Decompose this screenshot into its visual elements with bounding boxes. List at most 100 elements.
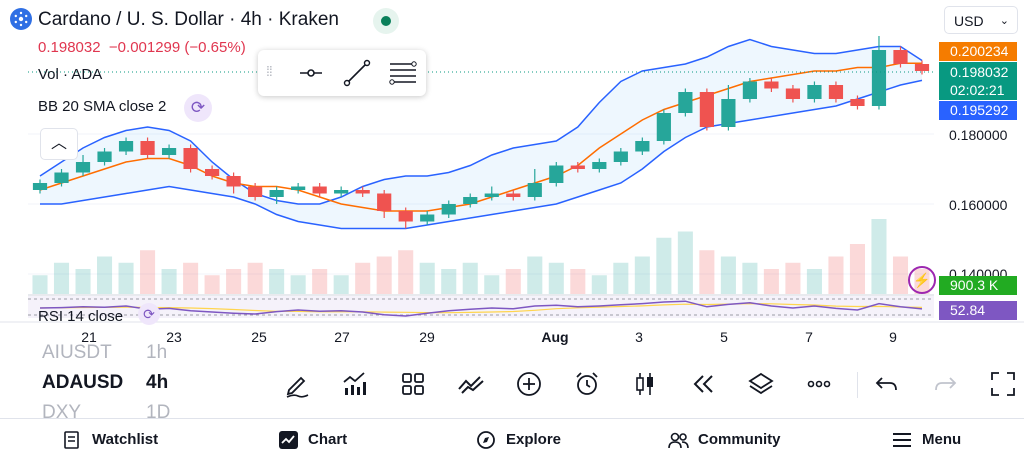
currency-select[interactable]: USD ⌄	[944, 6, 1018, 34]
trend-line-icon[interactable]	[340, 58, 374, 88]
volume-bar	[462, 262, 478, 294]
market-status-icon[interactable]	[373, 8, 399, 34]
horizontal-ray-icon[interactable]	[294, 58, 328, 88]
candle-body	[226, 176, 241, 187]
nav-menu[interactable]: Menu	[892, 431, 961, 449]
nav-watchlist[interactable]: Watchlist	[62, 431, 158, 449]
candle	[807, 81, 822, 103]
candles-icon[interactable]	[630, 369, 660, 399]
fullscreen-icon[interactable]	[988, 369, 1018, 399]
volume-bar	[183, 262, 199, 294]
volume-bar	[892, 256, 909, 294]
drawing-toolbar: ⁞⁞	[258, 50, 426, 96]
pencil-icon[interactable]	[282, 369, 312, 399]
candle-body	[764, 81, 779, 89]
symbol-timeframe: 4h	[146, 372, 169, 393]
candle	[334, 186, 349, 197]
nav-label: Chart	[308, 431, 348, 448]
layers-icon[interactable]	[746, 369, 776, 399]
volume-bar	[570, 269, 586, 294]
last-price: 0.198032	[38, 39, 101, 56]
symbol-name: DXY	[42, 402, 82, 418]
symbol-title[interactable]: Cardano / U. S. Dollar · 4h · Kraken	[38, 9, 339, 30]
candle-body	[398, 211, 413, 222]
volume-bar	[355, 262, 371, 294]
candle-body	[441, 204, 456, 215]
time-axis-label: Aug	[541, 329, 569, 345]
symbol-option-selected[interactable]: ADAUSD 4h	[42, 371, 168, 395]
volume-bar	[699, 250, 715, 294]
volume-bar	[548, 262, 564, 294]
symbol-picker[interactable]: AIUSDT 1h ADAUSD 4h DXY 1D	[42, 344, 182, 418]
redo-icon[interactable]	[930, 369, 960, 399]
candle-body	[914, 64, 930, 71]
candle-body	[204, 169, 220, 176]
volume-bar	[75, 269, 91, 294]
volume-bar	[763, 269, 779, 294]
candle-body	[269, 190, 284, 197]
compare-icon[interactable]	[456, 369, 486, 399]
candle	[592, 158, 607, 173]
symbol-option[interactable]: DXY 1D	[42, 401, 170, 418]
volume-legend[interactable]: Vol · ADA	[38, 66, 103, 83]
candle	[269, 186, 284, 204]
volume-bar	[312, 269, 328, 294]
indicators-icon[interactable]	[340, 369, 370, 399]
price-axis-label: 0.180000	[949, 127, 1008, 143]
volume-bar	[591, 275, 607, 294]
candle-body	[570, 165, 585, 169]
candle	[204, 165, 220, 180]
undo-icon[interactable]	[872, 369, 902, 399]
rsi-legend[interactable]: RSI 14 close	[38, 308, 124, 325]
volume-bar	[849, 244, 865, 294]
candle	[140, 137, 155, 159]
lightning-icon[interactable]: ⚡	[908, 266, 936, 294]
bollinger-lower-line	[40, 79, 923, 230]
candle-body	[635, 141, 650, 152]
alarm-icon[interactable]	[572, 369, 602, 399]
nav-chart[interactable]: Chart	[278, 431, 348, 450]
candle-body	[355, 190, 370, 194]
refresh-icon[interactable]: ⟳	[138, 303, 160, 325]
drag-handle-icon[interactable]: ⁞⁞	[266, 63, 273, 79]
bollinger-upper-line	[39, 38, 923, 205]
refresh-icon[interactable]: ⟳	[184, 94, 212, 122]
candle	[75, 155, 91, 176]
candle	[742, 78, 758, 103]
volume-bar	[140, 250, 156, 294]
volume-bar	[118, 262, 134, 294]
fib-retracement-icon[interactable]	[386, 58, 420, 88]
volume-bar	[613, 262, 629, 294]
candle-body	[183, 148, 198, 169]
menu-icon	[892, 431, 914, 449]
bollinger-legend[interactable]: BB 20 SMA close 2	[38, 98, 167, 115]
lower-band-tag: 0.195292	[939, 101, 1017, 120]
candle	[118, 137, 134, 155]
time-axis-label: 7	[805, 329, 813, 345]
volume-bar	[97, 256, 113, 294]
price-summary: 0.198032 −0.001299 (−0.65%)	[38, 39, 246, 56]
candle	[764, 78, 779, 92]
symbol-option[interactable]: AIUSDT 1h	[42, 344, 167, 365]
replay-icon[interactable]	[688, 369, 718, 399]
candle	[54, 169, 69, 187]
candle-body	[678, 92, 693, 113]
candle-body	[291, 186, 306, 190]
candle-body	[506, 193, 521, 197]
candle	[32, 179, 48, 194]
volume-bar	[161, 269, 177, 294]
candle	[828, 81, 844, 103]
nav-label: Menu	[922, 431, 962, 448]
bar-countdown: 02:02:21	[950, 82, 1005, 98]
volume-bar	[441, 269, 457, 294]
nav-explore[interactable]: Explore	[476, 431, 561, 449]
candle-body	[828, 85, 844, 99]
candle	[699, 88, 714, 131]
layouts-icon[interactable]	[398, 369, 428, 399]
add-icon[interactable]	[514, 369, 544, 399]
more-icon[interactable]	[804, 369, 834, 399]
nav-label: Explore	[506, 431, 562, 448]
nav-community[interactable]: Community	[668, 431, 781, 449]
collapse-legend-button[interactable]: ︿	[40, 128, 78, 160]
